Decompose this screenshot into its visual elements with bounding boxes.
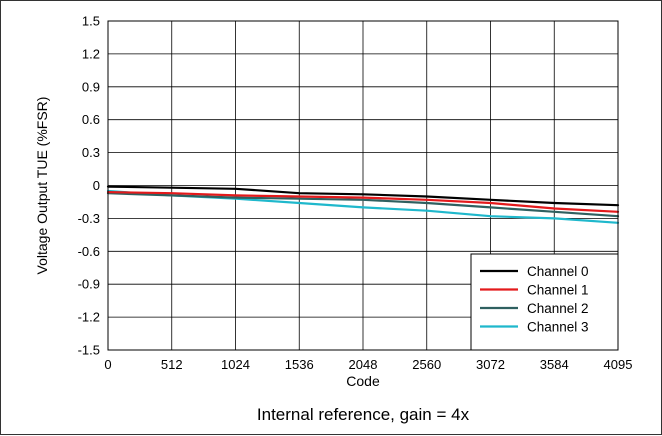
legend-label-channel-3: Channel 3: [527, 320, 589, 335]
series-line-channel-2: [106, 192, 620, 218]
y-tick-label: 1.5: [82, 14, 100, 29]
plot-area: [107, 20, 619, 351]
x-tick-label: 2048: [349, 357, 378, 372]
series-line-channel-1: [106, 191, 620, 213]
legend-label-channel-2: Channel 2: [527, 301, 589, 316]
legend-label-channel-0: Channel 0: [527, 264, 589, 279]
y-tick-label: 1.2: [82, 46, 100, 61]
y-tick-label: -0.9: [78, 277, 100, 292]
series-lines: [106, 185, 620, 224]
x-tick-label: 0: [104, 357, 111, 372]
y-tick-label: 0: [93, 178, 100, 193]
x-tick-label: 1536: [285, 357, 314, 372]
x-tick-label: 4095: [604, 357, 633, 372]
y-tick-label: -1.2: [78, 310, 100, 325]
x-tick-label: 3072: [476, 357, 505, 372]
y-tick-label: 0.3: [82, 145, 100, 160]
y-tick-labels: 1.5 1.2 0.9 0.6 0.3 0 -0.3 -0.6 -0.9 -1.2 -1.5: [78, 14, 100, 358]
y-tick-label: -0.6: [78, 244, 100, 259]
x-tick-label: 3584: [540, 357, 569, 372]
x-tick-label: 2560: [412, 357, 441, 372]
legend-label-channel-1: Channel 1: [527, 283, 589, 298]
y-tick-label: -0.3: [78, 211, 100, 226]
y-tick-label: 0.6: [82, 112, 100, 127]
y-tick-label: -1.5: [78, 343, 100, 358]
chart-caption: Internal reference, gain = 4x: [257, 405, 470, 424]
legend: Channel 0 Channel 1 Channel 2 Channel 3: [470, 253, 619, 351]
x-tick-label: 512: [161, 357, 183, 372]
x-axis-title: Code: [346, 373, 380, 389]
series-line-channel-0: [106, 185, 620, 207]
x-tick-labels: 0 512 1024 1536 2048 2560 3072 3584 4095: [104, 357, 632, 372]
y-axis-title: Voltage Output TUE (%FSR): [34, 97, 50, 275]
x-tick-label: 1024: [221, 357, 250, 372]
y-tick-label: 0.9: [82, 79, 100, 94]
